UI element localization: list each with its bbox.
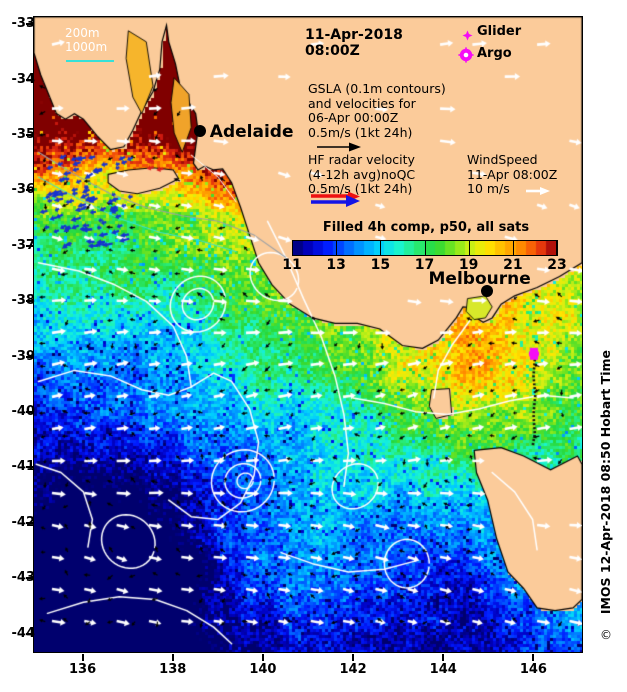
x-axis-tick [352, 654, 355, 661]
colorbar-tick [380, 240, 381, 256]
colorbar-tick-label: 17 [414, 257, 435, 273]
y-axis-tick-label: -40 [11, 404, 36, 420]
y-axis-tick [26, 466, 33, 469]
y-axis-tick [26, 23, 33, 26]
gsla-velocity-arrow-icon [317, 142, 361, 152]
y-axis-tick [26, 411, 33, 414]
y-axis-tick [26, 244, 33, 247]
y-axis-tick [26, 521, 33, 524]
y-axis-tick [26, 300, 33, 303]
argo-legend-label: Argo [477, 46, 512, 61]
y-axis-tick-label: -35 [11, 127, 36, 143]
colorbar-title: Filled 4h comp, p50, all sats [322, 220, 530, 235]
x-axis-tick-label: 136 [69, 662, 97, 677]
x-axis-tick [81, 654, 84, 661]
argo-marker-icon [458, 47, 474, 63]
colorbar-tick [425, 240, 426, 256]
wind-speed-arrow-icon [526, 187, 550, 195]
y-axis-tick-label: -43 [11, 570, 36, 586]
map-plot-area[interactable] [33, 16, 583, 653]
depth-scale-labels: 200m 1000m [65, 26, 108, 54]
hf-radar-annotation: HF radar velocity (4-12h avg)noQC 0.5m/s… [308, 152, 416, 196]
x-axis-tick-label: 138 [159, 662, 187, 677]
x-axis-tick-label: 140 [249, 662, 277, 677]
y-axis-tick-label: -37 [11, 237, 36, 253]
y-axis-tick [26, 189, 33, 192]
city-marker-melbourne [480, 284, 493, 297]
y-axis-tick-label: -36 [11, 182, 36, 198]
colorbar-tick-label: 19 [458, 257, 479, 273]
colorbar-tick [469, 240, 470, 256]
colorbar-tick-label: 15 [370, 257, 391, 273]
y-axis-tick-label: -41 [11, 459, 36, 475]
glider-legend-label: Glider [477, 24, 522, 39]
depth-scale-line [66, 60, 114, 62]
y-axis-tick-label: -44 [11, 625, 36, 641]
colorbar-tick [557, 240, 558, 256]
y-axis-tick-label: -38 [11, 293, 36, 309]
colorbar-tick [513, 240, 514, 256]
y-axis-tick-label: -34 [11, 71, 36, 87]
x-axis-tick-label: 144 [429, 662, 457, 677]
x-axis-tick-label: 142 [339, 662, 367, 677]
city-label-adelaide: Adelaide [209, 122, 294, 143]
city-label-melbourne: Melbourne [428, 268, 531, 289]
wind-speed-annotation: WindSpeed 11-Apr 08:00Z 10 m/s [467, 152, 558, 196]
x-axis-tick-label: 146 [519, 662, 547, 677]
colorbar-tick-label: 21 [503, 257, 523, 273]
colorbar-tick-label: 13 [326, 257, 346, 273]
city-marker-adelaide [193, 125, 206, 138]
x-axis-tick [261, 654, 264, 661]
colorbar-tick-label: 11 [282, 257, 302, 273]
gsla-annotation: GSLA (0.1m contours) and velocities for … [308, 81, 446, 140]
y-axis-tick [26, 355, 33, 358]
x-axis-tick [532, 654, 535, 661]
y-axis-tick-label: -33 [11, 16, 36, 32]
y-axis-tick [26, 78, 33, 81]
hf-radar-velocity-arrow-icon [311, 191, 360, 207]
sst-field-canvas [34, 17, 582, 652]
y-axis-tick [26, 632, 33, 635]
y-axis-tick-label: -39 [11, 348, 36, 364]
colorbar-tick [336, 240, 337, 256]
x-axis-tick [171, 654, 174, 661]
colorbar-tick [292, 240, 293, 256]
date-stamp: 11-Apr-2018 08:00Z [305, 27, 403, 60]
copyright-icon: © [600, 628, 612, 642]
x-axis-tick [442, 654, 445, 661]
colorbar-tick-label: 23 [547, 257, 567, 273]
credit-text: IMOS 12-Apr-2018 08:50 Hobart Time [598, 350, 613, 615]
y-axis-tick [26, 577, 33, 580]
glider-marker-icon [462, 30, 473, 41]
colorbar-gradient [293, 241, 556, 255]
y-axis-tick [26, 134, 33, 137]
y-axis-tick-label: -42 [11, 514, 36, 530]
